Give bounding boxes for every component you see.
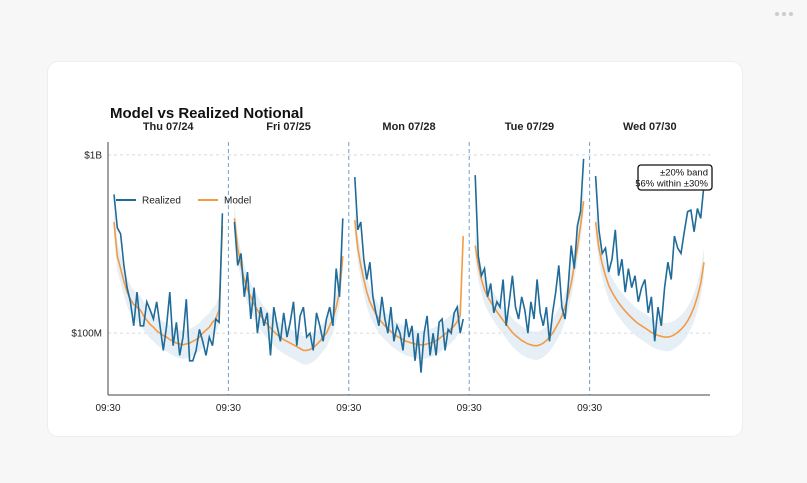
chart-title: Model vs Realized Notional	[110, 105, 303, 122]
band-1	[234, 204, 343, 365]
day-label: Thu 07/24	[143, 121, 195, 133]
band-layer	[114, 187, 704, 365]
y-tick-label: $1B	[84, 150, 102, 161]
legend-label-model: Model	[224, 196, 251, 207]
axes	[107, 142, 710, 396]
y-tick-labels: $1B $100M	[71, 150, 102, 339]
annotation-line-2: 56% within ±30%	[635, 179, 708, 190]
day-label: Fri 07/25	[266, 121, 311, 133]
day-labels: Thu 07/24 Fri 07/25 Mon 07/28 Tue 07/29 Wed …	[143, 121, 677, 133]
y-tick-label: $100M	[71, 329, 102, 340]
day-label: Mon 07/28	[382, 121, 435, 133]
model-line-2	[354, 220, 464, 346]
annotation-box	[637, 164, 713, 191]
x-tick-label: 09:30	[95, 403, 120, 414]
day-label: Wed 07/30	[623, 121, 677, 133]
x-tick-label: 09:30	[216, 403, 241, 414]
annotation-line-1: ±20% band	[660, 168, 708, 179]
band-4	[595, 207, 704, 352]
legend-label-realized: Realized	[142, 196, 181, 207]
x-tick-label: 09:30	[457, 403, 482, 414]
day-label: Tue 07/29	[505, 121, 554, 133]
chart-card: Model vs Realized Notional Thu 07/24 Fri …	[48, 62, 742, 436]
x-tick-label: 09:30	[336, 403, 361, 414]
realized-line-4	[594, 176, 705, 342]
band-2	[354, 206, 464, 359]
realized-line-2	[354, 177, 464, 373]
day-dividers	[227, 142, 591, 395]
legend: Realized Model	[116, 196, 251, 207]
series-lines	[113, 158, 705, 373]
x-tick-label: 09:30	[577, 403, 602, 414]
realized-line-3	[474, 158, 585, 342]
notional-chart: Model vs Realized Notional Thu 07/24 Fri …	[71, 105, 713, 414]
model-line-4	[594, 221, 705, 338]
realized-line-0	[113, 194, 224, 362]
realized-line-1	[233, 218, 344, 356]
band-3	[475, 187, 584, 360]
window-menu-dots[interactable]	[775, 12, 793, 16]
band-0	[114, 207, 223, 359]
x-tick-labels: 09:30 09:30 09:30 09:30 09:30	[95, 403, 602, 414]
model-line-0	[113, 221, 224, 346]
